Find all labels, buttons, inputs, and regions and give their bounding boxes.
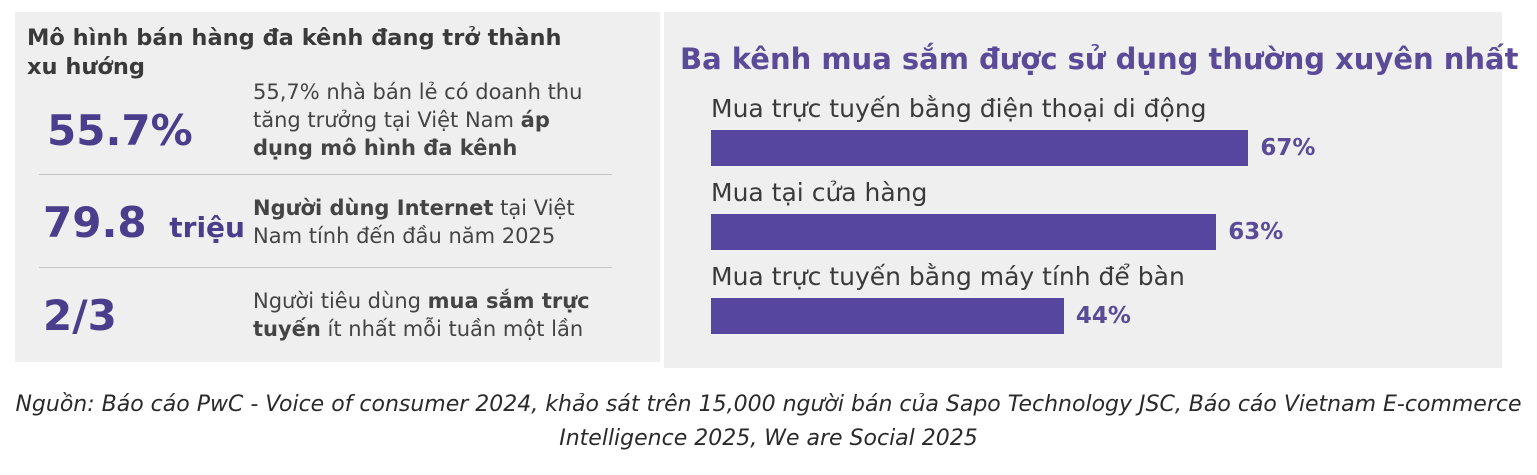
stat-row: 79.8 triệu Người dùng Internet tại Việt … [15, 182, 660, 267]
stat-row: 2/3 Người tiêu dùng mua sắm trực tuyến í… [15, 275, 660, 360]
divider [39, 267, 612, 268]
stat-description: Người tiêu dùng mua sắm trực tuyến ít nh… [253, 287, 613, 343]
stat-description: Người dùng Internet tại Việt Nam tính đế… [253, 194, 613, 250]
bar-category-label: Mua trực tuyến bằng máy tính để bàn [711, 262, 1185, 291]
source-note: Nguồn: Báo cáo PwC - Voice of consumer 2… [15, 392, 1522, 451]
stat-desc-text: Người tiêu dùng [253, 289, 428, 313]
stat-row: 55.7% 55,7% nhà bán lẻ có doanh thu tăng… [15, 80, 660, 174]
stat-desc-bold: áp dụng mô hình đa kênh [253, 108, 550, 160]
divider [39, 174, 612, 175]
panel-title: Mô hình bán hàng đa kênh đang trở thành … [27, 25, 562, 80]
multichannel-panel: Mô hình bán hàng đa kênh đang trở thành … [15, 12, 660, 362]
bar-category-label: Mua trực tuyến bằng điện thoại di động [711, 94, 1207, 123]
stat-desc-text: tại Việt Nam tính đến đầu năm 2025 [253, 196, 575, 248]
bar [711, 214, 1217, 250]
stat-desc-bold: mua sắm trực tuyến [253, 289, 590, 341]
stat-number: 2/3 [43, 291, 117, 340]
stat-number: 79.8 triệu [43, 198, 245, 247]
bar-value-label: 67% [1260, 135, 1316, 161]
bar [711, 130, 1249, 166]
stat-number: 55.7% [47, 106, 193, 155]
bar-value-label: 63% [1228, 219, 1284, 245]
stat-desc-text: 55,7% nhà bán lẻ có doanh thu tăng trưởn… [253, 80, 583, 132]
chart-title: Ba kênh mua sắm được sử dụng thường xuyê… [680, 42, 1519, 76]
bar-value-label: 44% [1075, 303, 1131, 329]
stat-description: 55,7% nhà bán lẻ có doanh thu tăng trưởn… [253, 78, 613, 162]
stat-desc-bold: Người dùng Internet [253, 196, 494, 220]
bar [711, 298, 1064, 334]
stat-desc-text-after: ít nhất mỗi tuần một lần [320, 317, 584, 341]
stat-number-value: 79.8 [43, 198, 147, 247]
chart-panel: Ba kênh mua sắm được sử dụng thường xuyê… [664, 12, 1519, 368]
bar-category-label: Mua tại cửa hàng [711, 178, 928, 207]
stat-number-unit: triệu [169, 211, 245, 244]
